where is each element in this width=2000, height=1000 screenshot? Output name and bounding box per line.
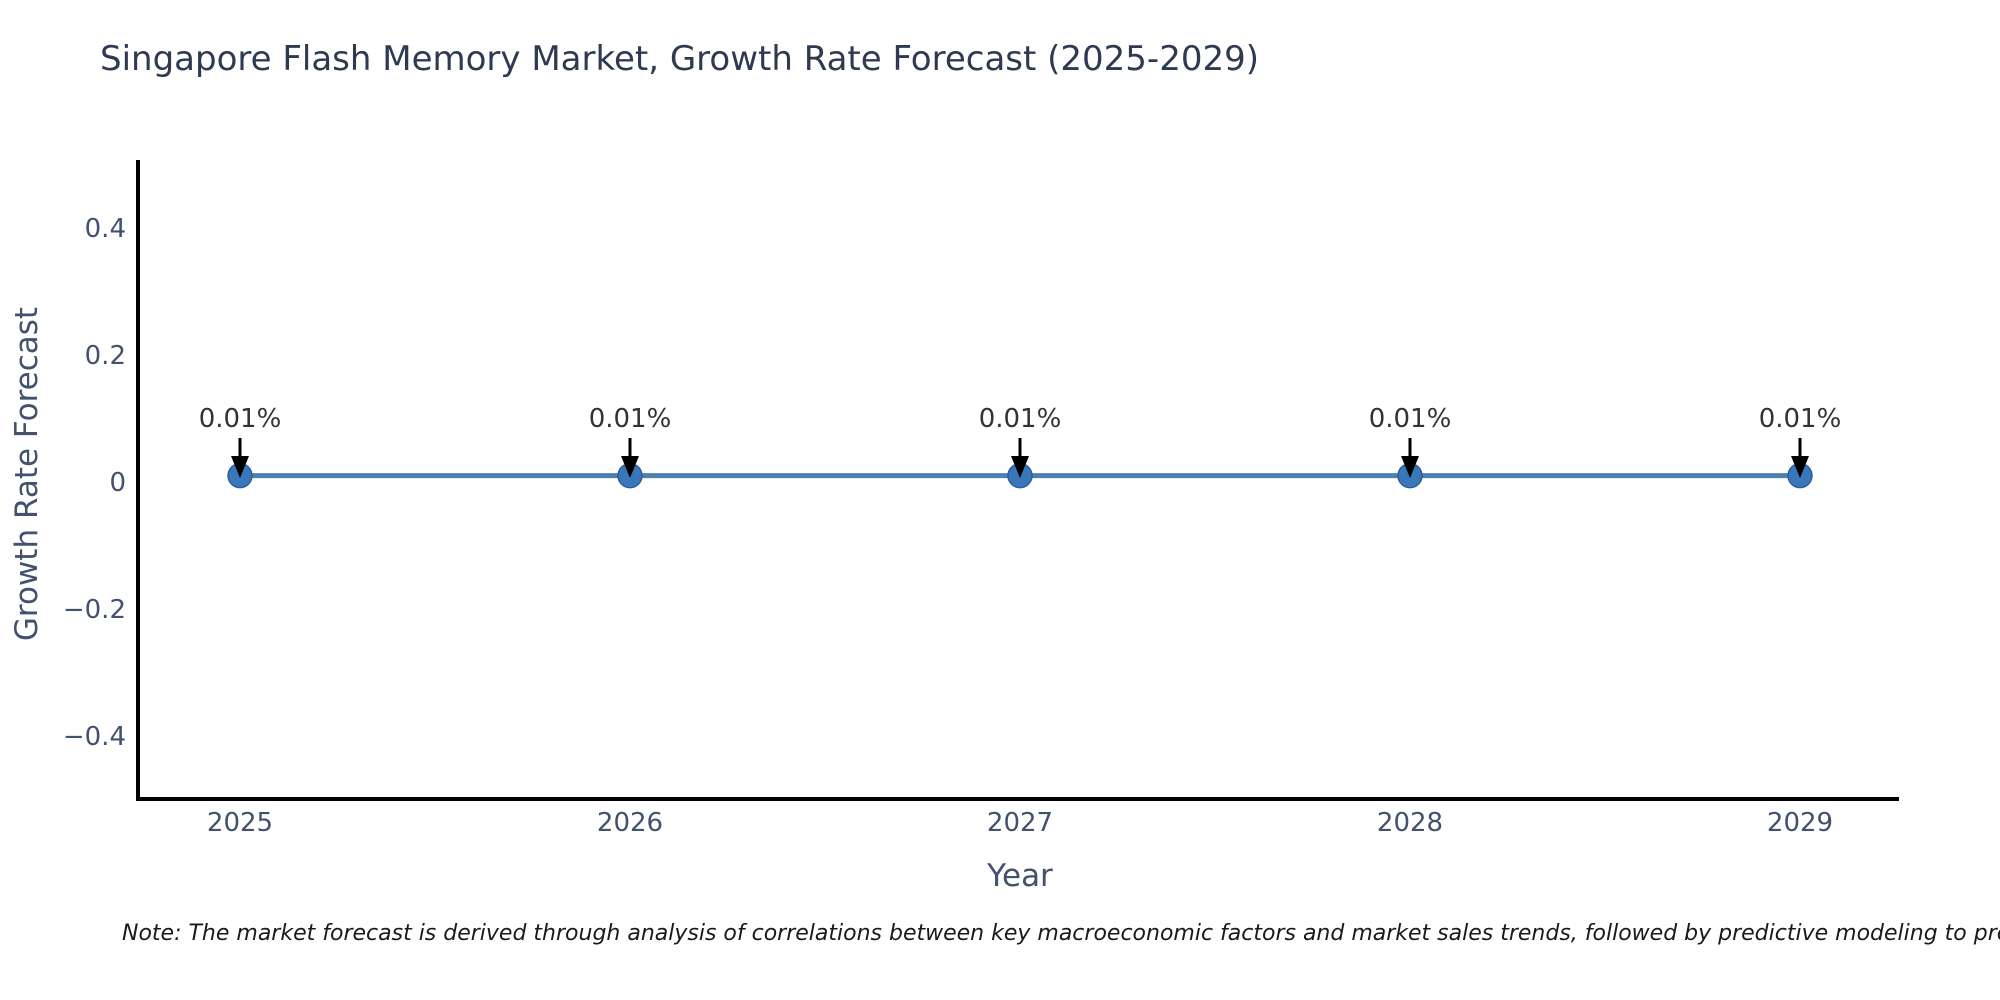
x-tick-label: 2029 xyxy=(1767,808,1833,838)
x-tick-label: 2025 xyxy=(207,808,273,838)
y-tick-label: −0.2 xyxy=(63,595,126,625)
y-tick-label: −0.4 xyxy=(63,722,126,752)
annotation-arrowhead xyxy=(1791,456,1809,478)
point-value-label: 0.01% xyxy=(979,404,1062,434)
x-tick-label: 2026 xyxy=(597,808,663,838)
annotation-arrowhead xyxy=(1401,456,1419,478)
x-tick-label: 2028 xyxy=(1377,808,1443,838)
y-tick-label: 0.4 xyxy=(85,214,126,244)
annotation-arrowhead xyxy=(621,456,639,478)
annotation-arrowhead xyxy=(1011,456,1029,478)
y-tick-label: 0 xyxy=(109,468,126,498)
point-annotations: 0.01% 0.01% 0.01% 0.01% 0.01% xyxy=(199,404,1842,478)
point-value-label: 0.01% xyxy=(1369,404,1452,434)
footnote: Note: The market forecast is derived thr… xyxy=(122,921,2000,946)
point-value-label: 0.01% xyxy=(199,404,282,434)
point-value-label: 0.01% xyxy=(589,404,672,434)
chart-title: Singapore Flash Memory Market, Growth Ra… xyxy=(100,39,1259,79)
annotation-arrowhead xyxy=(231,456,249,478)
point-value-label: 0.01% xyxy=(1759,404,1842,434)
axes xyxy=(136,160,1899,801)
x-tick-label: 2027 xyxy=(987,808,1053,838)
y-tick-label: 0.2 xyxy=(85,341,126,371)
x-axis-label: Year xyxy=(986,858,1053,894)
y-axis-label: Growth Rate Forecast xyxy=(9,307,45,641)
axis-ticks: 0.4 0.2 0 −0.2 −0.4 2025 2026 2027 2028 2029 xyxy=(63,214,1833,838)
